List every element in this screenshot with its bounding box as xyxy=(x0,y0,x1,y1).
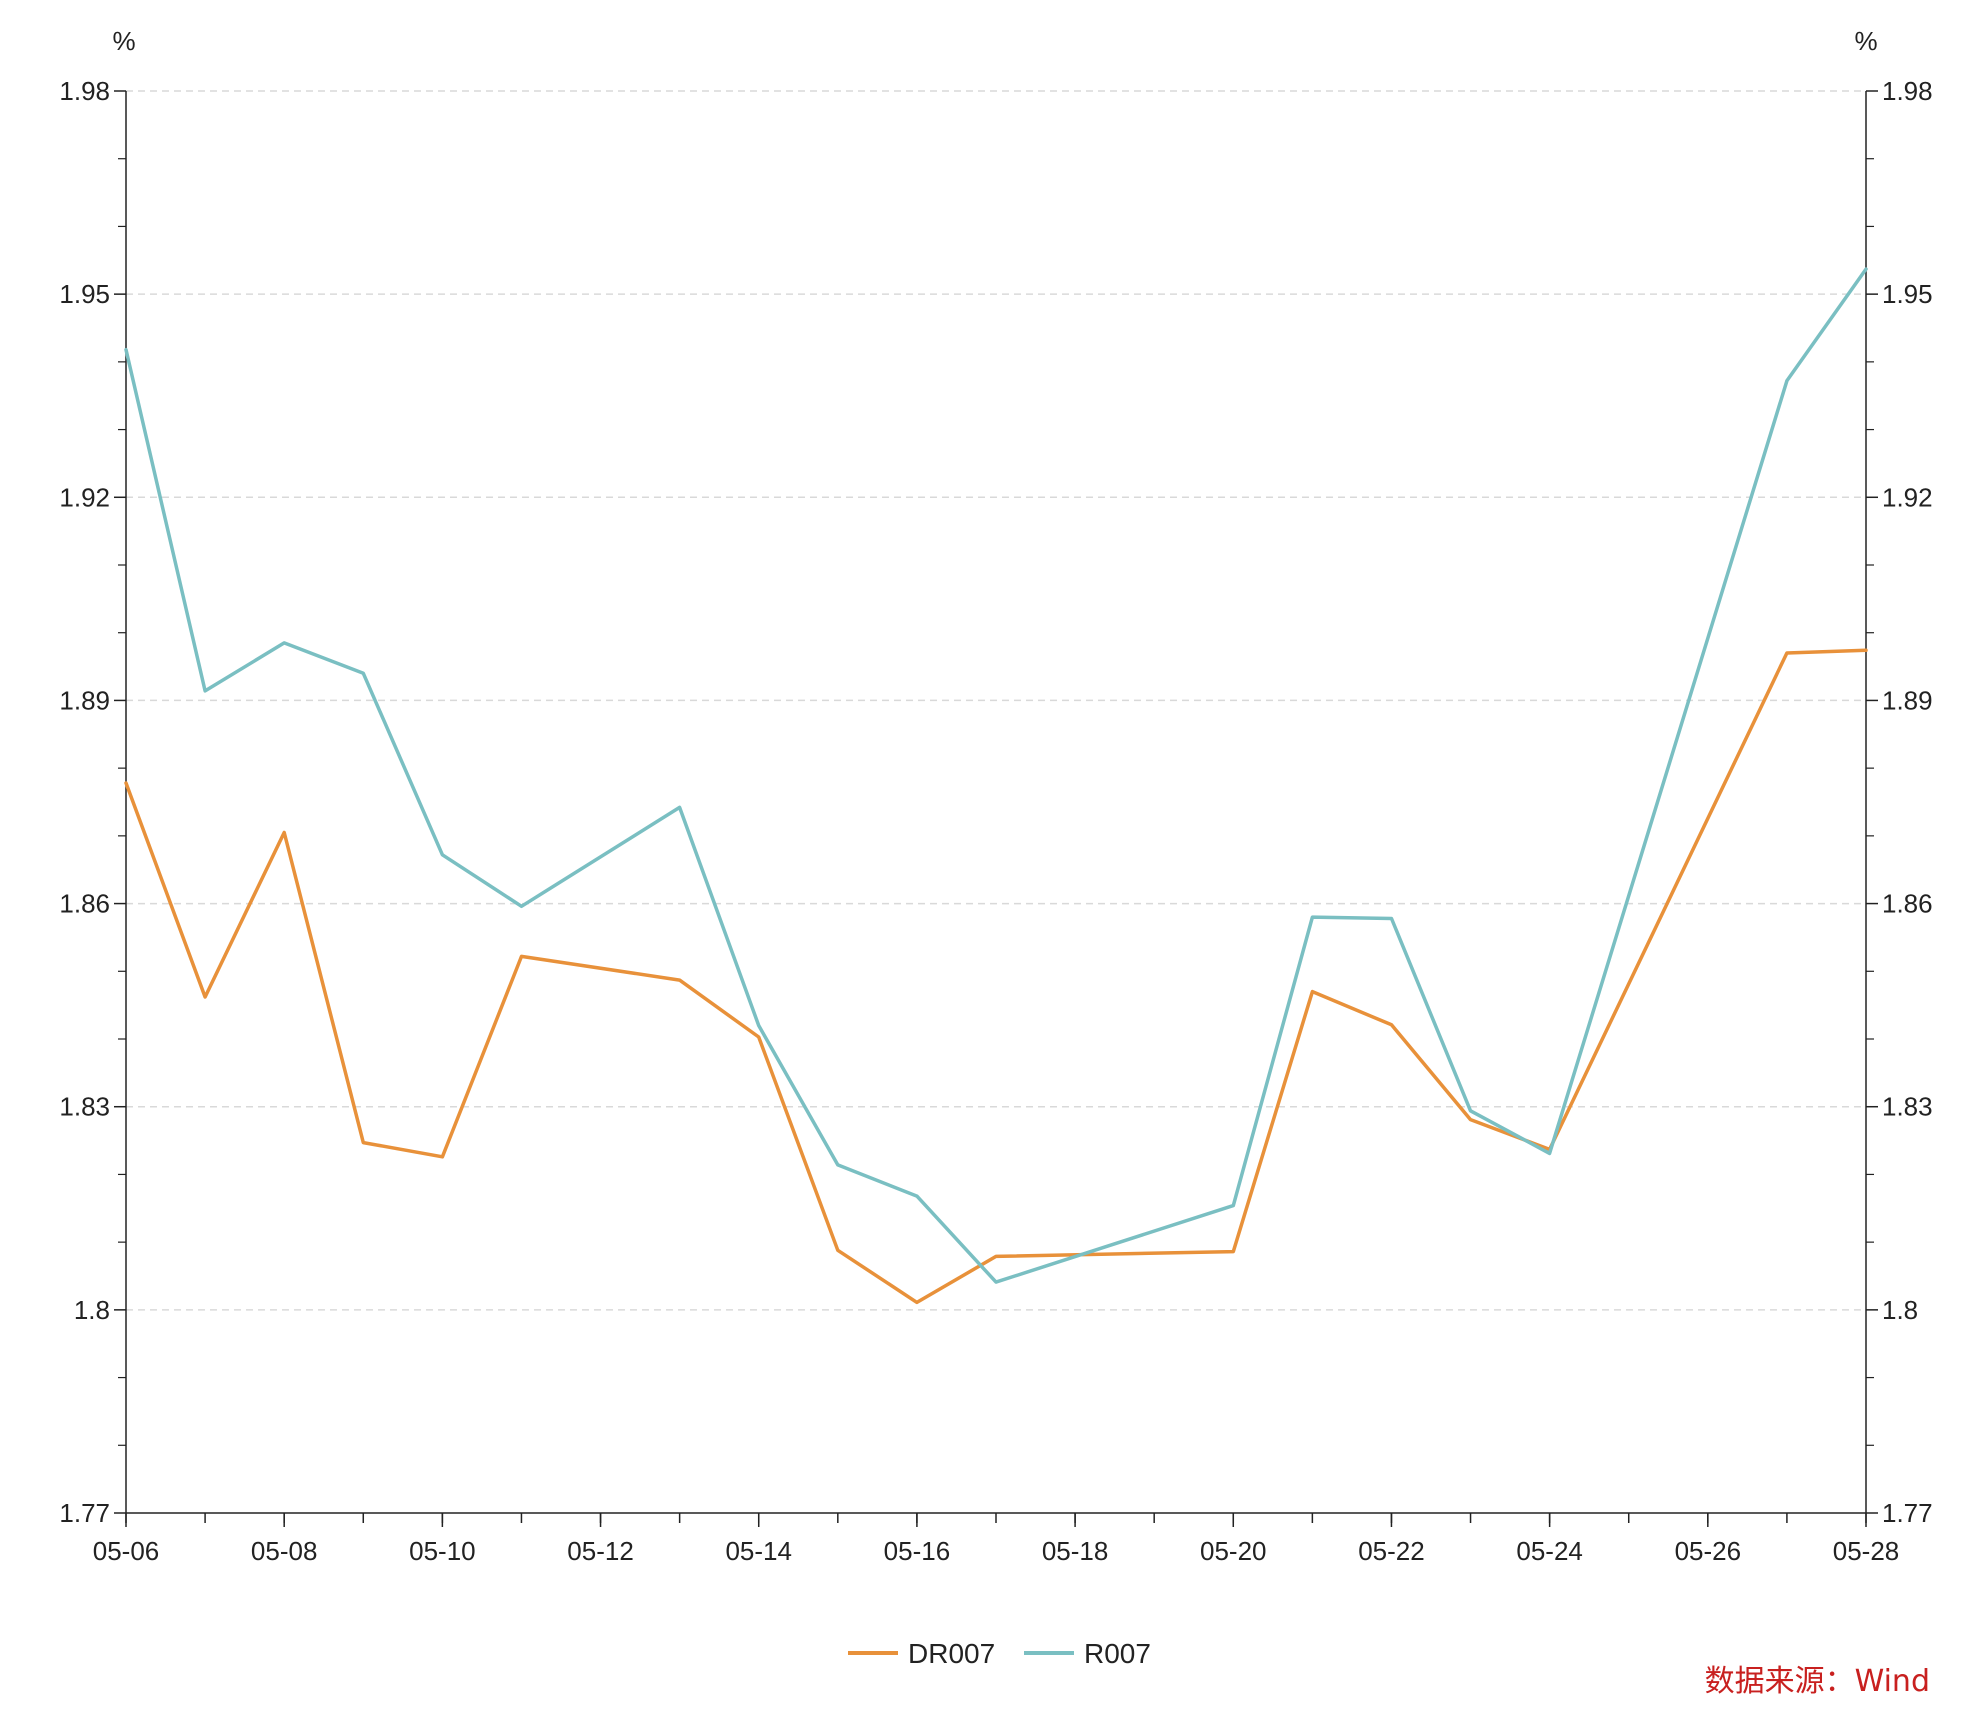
y-tick-label-right: 1.83 xyxy=(1882,1092,1933,1122)
legend-label-r007: R007 xyxy=(1084,1638,1151,1669)
y-tick-label-right: 1.77 xyxy=(1882,1498,1933,1528)
data-source-note: 数据来源：Wind xyxy=(1704,1664,1930,1699)
legend-label-dr007: DR007 xyxy=(908,1638,995,1669)
x-tick-label: 05-18 xyxy=(1042,1536,1109,1566)
series-lines xyxy=(124,267,1868,1305)
x-tick-label: 05-08 xyxy=(251,1536,318,1566)
y-tick-label-right: 1.86 xyxy=(1882,889,1933,919)
y-unit-left: % xyxy=(112,26,135,56)
y-unit-right: % xyxy=(1854,26,1877,56)
x-tick-label: 05-16 xyxy=(884,1536,951,1566)
x-tick-label: 05-26 xyxy=(1675,1536,1742,1566)
x-tick-label: 05-20 xyxy=(1200,1536,1267,1566)
y-tick-label-left: 1.92 xyxy=(59,482,110,512)
y-tick-label-right: 1.92 xyxy=(1882,482,1933,512)
x-tick-label: 05-14 xyxy=(725,1536,792,1566)
gridlines xyxy=(126,90,1866,1311)
legend: DR007 R007 xyxy=(848,1638,1151,1669)
y-tick-label-left: 1.86 xyxy=(59,889,110,919)
y-tick-label-right: 1.95 xyxy=(1882,279,1933,309)
y-tick-label-right: 1.98 xyxy=(1882,76,1933,106)
y-tick-label-left: 1.77 xyxy=(59,1498,110,1528)
y-tick-label-left: 1.95 xyxy=(59,279,110,309)
y-tick-label-left: 1.98 xyxy=(59,76,110,106)
y-tick-label-left: 1.8 xyxy=(74,1295,110,1325)
y-tick-label-right: 1.89 xyxy=(1882,685,1933,715)
y-tick-label-left: 1.83 xyxy=(59,1092,110,1122)
series-line-r007 xyxy=(124,267,1868,1284)
x-tick-label: 05-06 xyxy=(93,1536,160,1566)
y-tick-label-right: 1.8 xyxy=(1882,1295,1918,1325)
x-tick-label: 05-12 xyxy=(567,1536,634,1566)
x-tick-label: 05-10 xyxy=(409,1536,476,1566)
x-tick-label: 05-22 xyxy=(1358,1536,1425,1566)
series-line-dr007 xyxy=(124,648,1868,1305)
x-tick-label: 05-28 xyxy=(1833,1536,1900,1566)
y-tick-label-left: 1.89 xyxy=(59,685,110,715)
axes: 1.77 1.77 1.8 1.8 1.83 1.83 1.86 1.86 1.89 1.89 1.… xyxy=(59,26,1932,1566)
x-tick-label: 05-24 xyxy=(1516,1536,1583,1566)
